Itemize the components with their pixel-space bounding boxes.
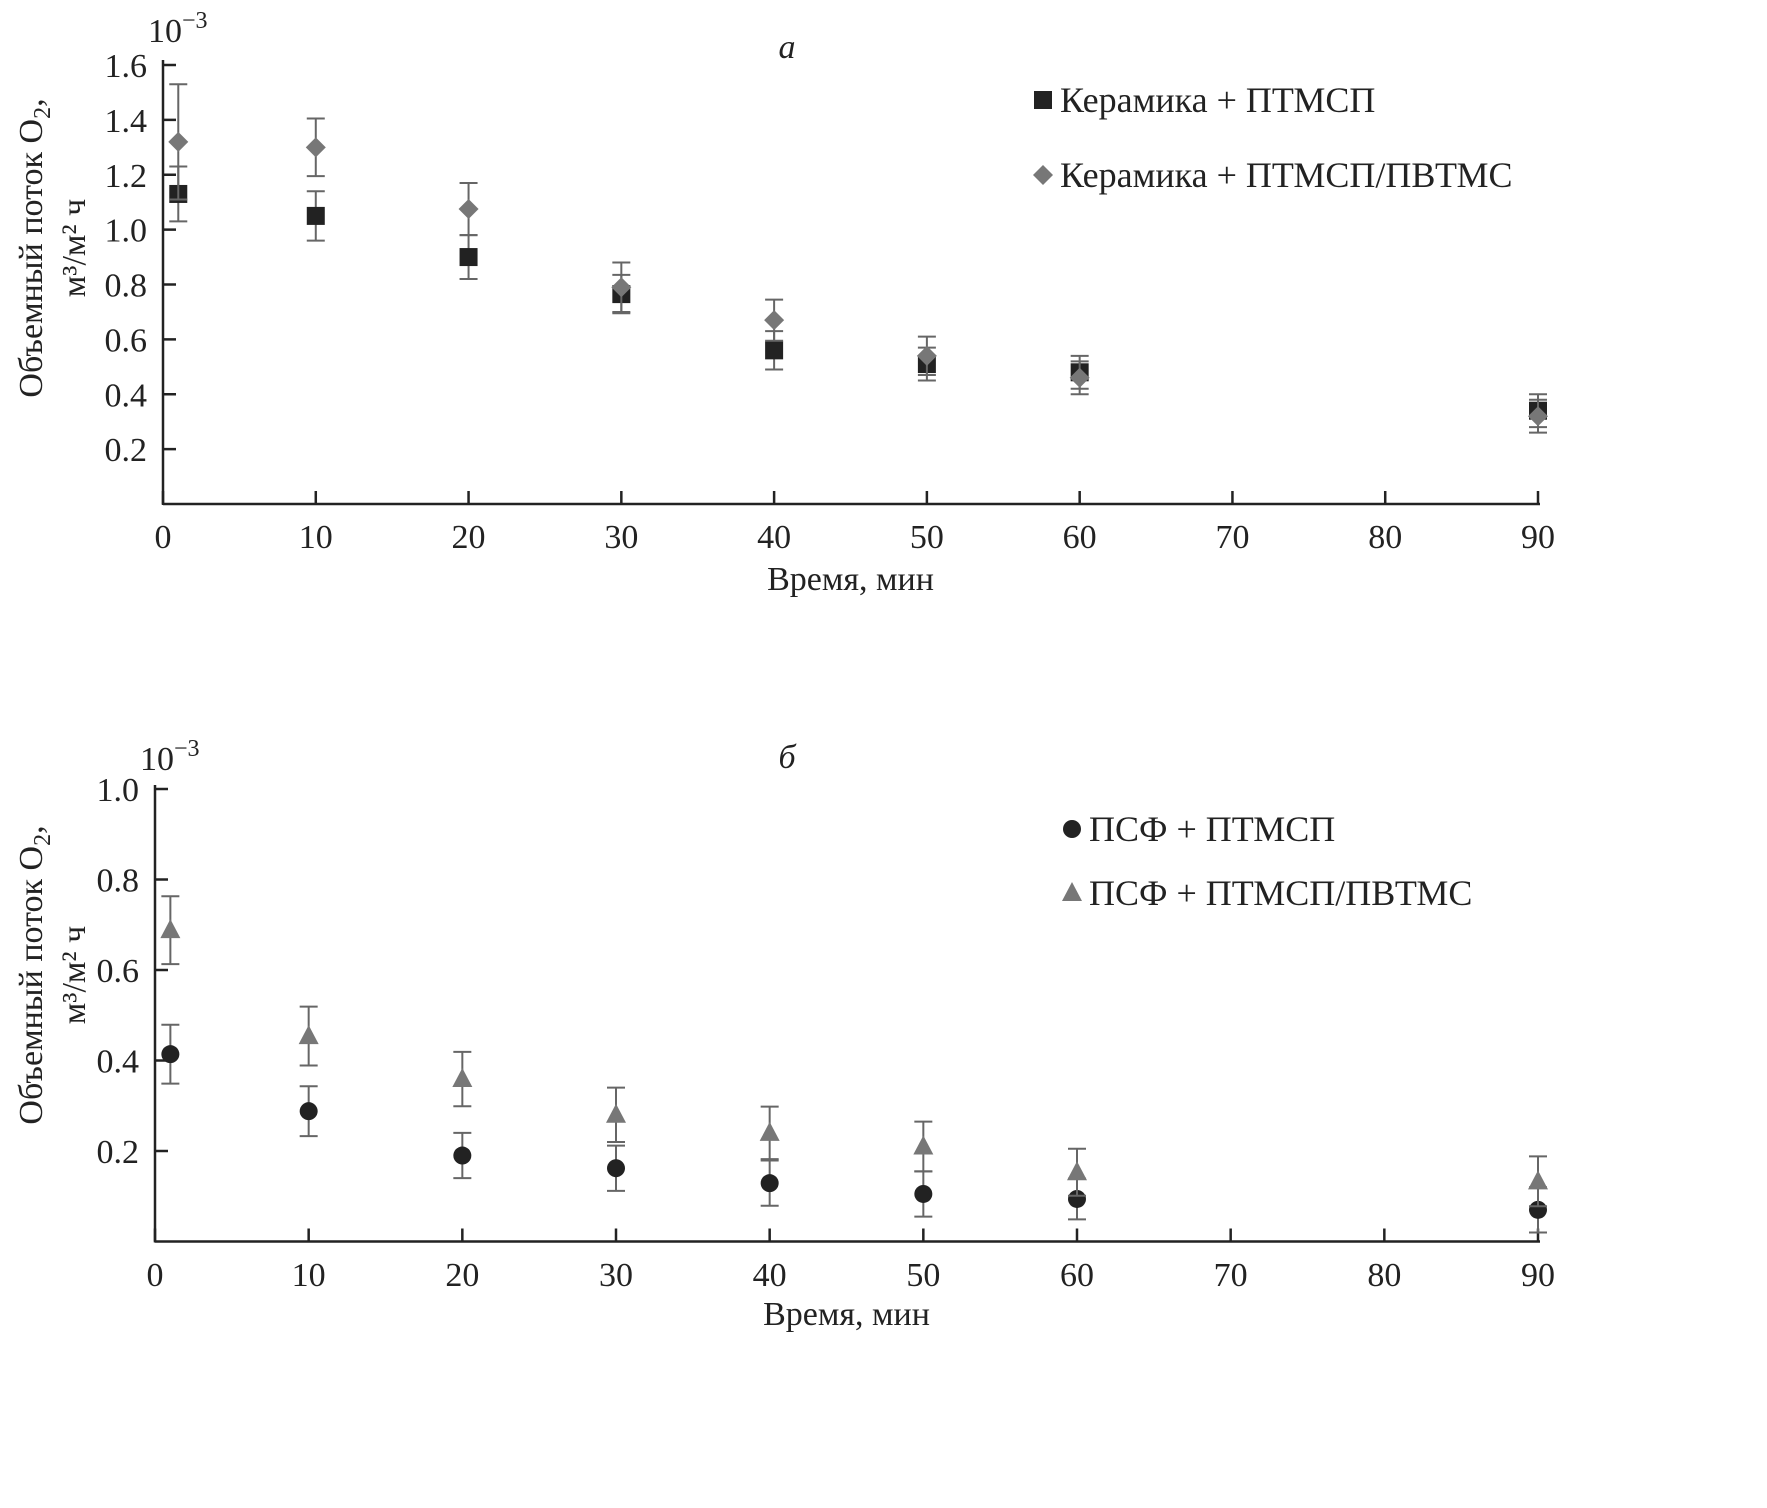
axis-multiplier: 10−3 xyxy=(148,8,208,50)
legend-triangle-icon xyxy=(1062,882,1082,901)
series-1 xyxy=(168,83,1548,434)
data-point xyxy=(1069,367,1090,388)
x-tick-label: 0 xyxy=(155,519,172,556)
data-point xyxy=(765,341,784,360)
legend-entry: ПСФ + ПТМСП xyxy=(1063,809,1335,849)
x-tick-label: 30 xyxy=(604,519,638,556)
x-tick-label: 10 xyxy=(292,1257,326,1294)
x-tick-label: 40 xyxy=(757,519,791,556)
y-tick-label: 1.4 xyxy=(105,103,148,140)
x-axis-label: Время, мин xyxy=(763,1296,930,1333)
data-point xyxy=(606,1103,626,1123)
data-point xyxy=(299,1102,318,1121)
x-tick-label: 90 xyxy=(1521,1257,1555,1294)
legend-label: ПСФ + ПТМСП xyxy=(1089,809,1335,849)
data-point xyxy=(160,919,181,939)
axis-multiplier: 10−3 xyxy=(140,736,200,778)
y-tick-label: 0.8 xyxy=(105,268,148,305)
x-tick-label: 80 xyxy=(1368,519,1402,556)
x-tick-label: 0 xyxy=(147,1257,164,1294)
y-axis-label-units: м³/м² ч xyxy=(56,926,93,1024)
data-point xyxy=(611,277,632,298)
data-point xyxy=(458,199,479,220)
legend-entry: Керамика + ПТМСП/ПВТМС xyxy=(1033,155,1512,195)
panel-label: б xyxy=(778,739,797,776)
y-tick-label: 0.2 xyxy=(97,1134,140,1171)
data-point xyxy=(306,206,325,225)
x-tick-label: 70 xyxy=(1214,1257,1248,1294)
x-tick-label: 20 xyxy=(452,519,486,556)
series-0 xyxy=(169,165,1547,429)
x-tick-label: 40 xyxy=(753,1257,787,1294)
x-tick-label: 90 xyxy=(1521,519,1555,556)
data-point xyxy=(161,1045,180,1064)
y-tick-label: 0.4 xyxy=(105,377,148,414)
data-point xyxy=(913,1135,934,1155)
data-point xyxy=(1068,1189,1086,1208)
data-point xyxy=(914,1184,933,1203)
legend-diamond-icon xyxy=(1033,165,1053,185)
x-tick-label: 60 xyxy=(1060,1257,1094,1294)
legend-label: Керамика + ПТМСП/ПВТМС xyxy=(1060,155,1512,195)
data-point xyxy=(298,1025,319,1045)
y-tick-label: 1.0 xyxy=(97,772,140,809)
data-point xyxy=(168,131,189,152)
x-tick-label: 30 xyxy=(599,1257,633,1294)
y-tick-label: 1.0 xyxy=(105,213,148,250)
legend-square-icon xyxy=(1034,91,1052,109)
panel-a: 0.2 0.4 0.6 0.8 1.0 1.2 1.4 1.6 0 10 20 30 40 50 60 70 8… xyxy=(13,8,1555,598)
data-point xyxy=(305,137,326,158)
legend-label: Керамика + ПТМСП xyxy=(1060,80,1375,120)
data-point xyxy=(459,248,478,267)
data-point xyxy=(453,1146,472,1165)
data-point xyxy=(1067,1161,1087,1181)
x-tick-label: 70 xyxy=(1215,519,1249,556)
y-tick-label: 0.2 xyxy=(105,432,148,469)
legend-circle-icon xyxy=(1063,820,1081,838)
legend-label: ПСФ + ПТМСП/ПВТМС xyxy=(1089,873,1472,913)
y-tick-label: 0.8 xyxy=(97,863,140,900)
y-axis-label: Объемный поток O2, xyxy=(13,825,56,1124)
panel-label: а xyxy=(779,29,796,66)
x-tick-label: 50 xyxy=(910,519,944,556)
data-point xyxy=(452,1068,473,1088)
y-tick-label: 1.6 xyxy=(105,48,148,85)
y-tick-label: 1.2 xyxy=(105,158,148,195)
x-tick-label: 50 xyxy=(906,1257,940,1294)
data-point xyxy=(759,1121,780,1141)
y-tick-label: 0.4 xyxy=(97,1044,140,1081)
y-tick-label: 0.6 xyxy=(97,953,140,990)
x-tick-label: 60 xyxy=(1063,519,1097,556)
y-axis-label: Объемный поток O2, xyxy=(13,98,56,397)
x-axis-label: Время, мин xyxy=(767,561,934,598)
data-point xyxy=(916,345,937,366)
data-point xyxy=(764,310,785,331)
y-tick-label: 0.6 xyxy=(105,322,148,359)
data-point xyxy=(1528,406,1548,427)
series-1 xyxy=(160,895,1548,1208)
panel-b: 0.2 0.4 0.6 0.8 1.0 0 10 20 30 40 50 60 70 80 90 Время,… xyxy=(13,736,1555,1333)
data-point xyxy=(607,1159,625,1178)
y-axis-label-units: м³/м² ч xyxy=(56,199,93,297)
legend-entry: ПСФ + ПТМСП/ПВТМС xyxy=(1062,873,1472,913)
x-tick-label: 10 xyxy=(299,519,333,556)
data-point xyxy=(760,1174,779,1193)
series-0 xyxy=(161,1023,1547,1234)
data-point xyxy=(1528,1170,1548,1190)
legend-entry: Керамика + ПТМСП xyxy=(1034,80,1375,120)
x-tick-label: 20 xyxy=(445,1257,479,1294)
x-tick-label: 80 xyxy=(1367,1257,1401,1294)
